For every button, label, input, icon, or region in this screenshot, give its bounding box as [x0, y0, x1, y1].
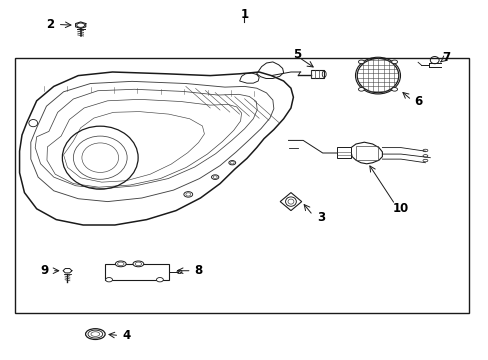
Ellipse shape — [115, 261, 126, 267]
Ellipse shape — [358, 87, 364, 91]
Ellipse shape — [133, 261, 143, 267]
Bar — [310, 70, 324, 78]
Text: 10: 10 — [392, 202, 408, 215]
Ellipse shape — [391, 60, 397, 64]
Text: 1: 1 — [240, 8, 248, 21]
Text: 2: 2 — [45, 18, 54, 31]
Bar — [105, 264, 168, 280]
Polygon shape — [280, 193, 301, 211]
Polygon shape — [350, 142, 382, 164]
Text: 3: 3 — [316, 211, 325, 224]
Bar — [337, 147, 350, 158]
Text: 5: 5 — [293, 48, 301, 61]
Text: 7: 7 — [442, 51, 449, 64]
Text: 4: 4 — [122, 329, 130, 342]
Ellipse shape — [156, 278, 163, 282]
Bar — [355, 146, 377, 160]
Ellipse shape — [356, 58, 398, 93]
Bar — [15, 58, 468, 313]
Text: 6: 6 — [414, 95, 422, 108]
Ellipse shape — [358, 60, 364, 64]
Text: 9: 9 — [41, 264, 49, 277]
Text: 8: 8 — [194, 264, 203, 277]
Ellipse shape — [105, 278, 112, 282]
Ellipse shape — [391, 87, 397, 91]
